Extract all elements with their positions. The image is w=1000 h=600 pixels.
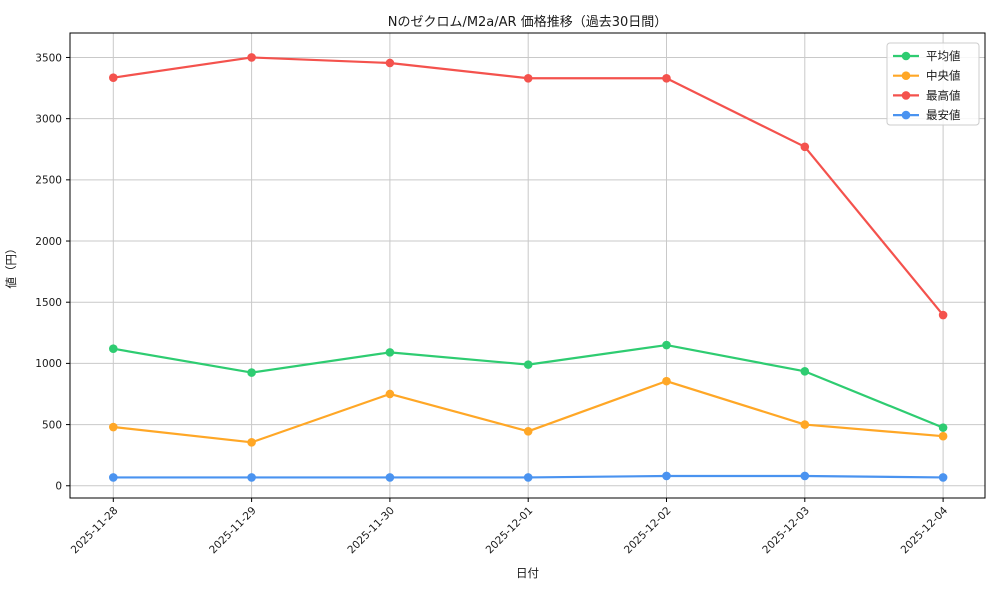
- highest-point-2025-11-28: [109, 73, 118, 82]
- median-point-2025-12-03: [800, 420, 810, 429]
- median-point-2025-11-28: [109, 422, 118, 432]
- chart-title: Nのゼクロム/M2a/AR 価格推移（過去30日間）: [388, 14, 668, 30]
- average-point-2025-11-28: [109, 344, 118, 354]
- lowest-point-2025-12-01: [523, 473, 533, 482]
- y-tick-label-1500: 1500: [35, 297, 62, 309]
- legend-label-average: 平均値: [926, 49, 961, 63]
- x-tick-label-2025-12-03: 2025-12-03: [760, 505, 812, 557]
- y-axis-label: 値（円）: [4, 243, 18, 289]
- legend-average-marker-icon: [901, 51, 911, 61]
- median-point-2025-12-02: [662, 376, 671, 386]
- y-tick-label-0: 0: [55, 481, 62, 493]
- highest-point-2025-12-03: [800, 142, 810, 152]
- average-point-2025-12-01: [523, 360, 533, 369]
- legend-box: [886, 42, 980, 126]
- x-tick-label-2025-11-30: 2025-11-30: [345, 505, 397, 557]
- lowest-point-2025-11-30: [385, 473, 395, 482]
- y-tick-label-3500: 3500: [35, 52, 62, 64]
- average-point-2025-12-03: [800, 367, 810, 376]
- average-point-2025-12-04: [938, 423, 948, 432]
- plot-area-border: [69, 32, 986, 499]
- legend-median-marker-icon: [901, 71, 911, 80]
- y-tick-label-500: 500: [42, 419, 62, 431]
- legend-label-highest: 最高値: [926, 88, 961, 102]
- median-point-2025-12-04: [938, 431, 948, 441]
- average-point-2025-11-30: [385, 348, 395, 357]
- highest-point-2025-11-29: [247, 53, 256, 62]
- legend-highest-marker-icon: [901, 91, 911, 100]
- x-tick-label-2025-12-01: 2025-12-01: [484, 505, 536, 557]
- x-tick-label-2025-11-28: 2025-11-28: [69, 505, 121, 557]
- lowest-point-2025-11-29: [247, 473, 256, 482]
- lowest-point-2025-12-02: [662, 471, 671, 481]
- legend-label-lowest: 最安値: [926, 108, 961, 122]
- average-point-2025-11-29: [247, 368, 256, 377]
- highest-point-2025-12-01: [523, 73, 533, 83]
- median-point-2025-11-30: [385, 389, 395, 399]
- x-tick-label-2025-12-04: 2025-12-04: [899, 504, 951, 556]
- y-tick-label-2500: 2500: [35, 175, 62, 187]
- legend-label-median: 中央値: [926, 69, 961, 83]
- highest-point-2025-12-02: [662, 73, 671, 83]
- x-tick-label-2025-12-02: 2025-12-02: [622, 505, 674, 557]
- y-tick-label-1000: 1000: [35, 358, 62, 370]
- lowest-point-2025-11-28: [109, 473, 118, 482]
- legend-lowest-marker-icon: [901, 110, 911, 120]
- highest-point-2025-12-04: [938, 310, 948, 320]
- lowest-point-2025-12-04: [938, 473, 948, 482]
- x-axis-label: 日付: [516, 566, 539, 580]
- lowest-point-2025-12-03: [800, 471, 810, 481]
- highest-point-2025-11-30: [385, 58, 395, 68]
- y-tick-label-3000: 3000: [35, 113, 62, 125]
- median-point-2025-12-01: [523, 427, 533, 436]
- x-tick-label-2025-11-29: 2025-11-29: [207, 505, 259, 557]
- median-point-2025-11-29: [247, 438, 256, 447]
- y-tick-label-2000: 2000: [35, 236, 62, 248]
- average-point-2025-12-02: [662, 340, 671, 350]
